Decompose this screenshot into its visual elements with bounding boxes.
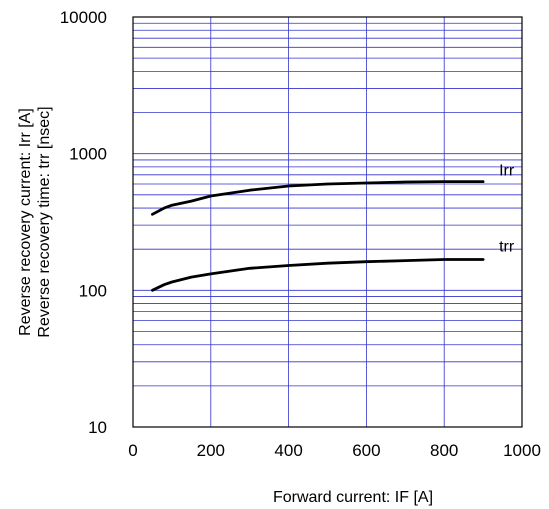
y-tick-label: 10 <box>88 418 107 437</box>
x-tick-label: 1000 <box>503 441 541 460</box>
series-line-irr <box>150 180 485 216</box>
x-tick-label: 400 <box>274 441 302 460</box>
x-tick-label: 200 <box>197 441 225 460</box>
x-tick-labels: 0 200 400 600 800 1000 <box>128 441 541 460</box>
y-axis-title-line-2: Reverse recovery time: trr [nsec] <box>36 106 53 337</box>
y-tick-label: 1000 <box>69 145 107 164</box>
plot-area <box>133 17 522 427</box>
x-axis-title: Forward current: IF [A] <box>273 489 433 506</box>
series-label-trr: trr <box>499 239 515 256</box>
plot-border <box>132 16 523 428</box>
series-line-trr <box>150 258 485 292</box>
series-label-irr: Irr <box>499 163 515 180</box>
y-tick-labels: 10 100 1000 10000 <box>60 8 107 437</box>
y-tick-label: 100 <box>79 281 107 300</box>
series-labels: Irr trr <box>499 163 515 256</box>
y-tick-label: 10000 <box>60 8 107 27</box>
x-tick-label: 800 <box>430 441 458 460</box>
series-lines <box>150 180 485 292</box>
x-tick-label: 600 <box>352 441 380 460</box>
y-axis-title-line-1: Reverse recovery current: Irr [A] <box>17 108 34 336</box>
x-tick-label: 0 <box>128 441 137 460</box>
